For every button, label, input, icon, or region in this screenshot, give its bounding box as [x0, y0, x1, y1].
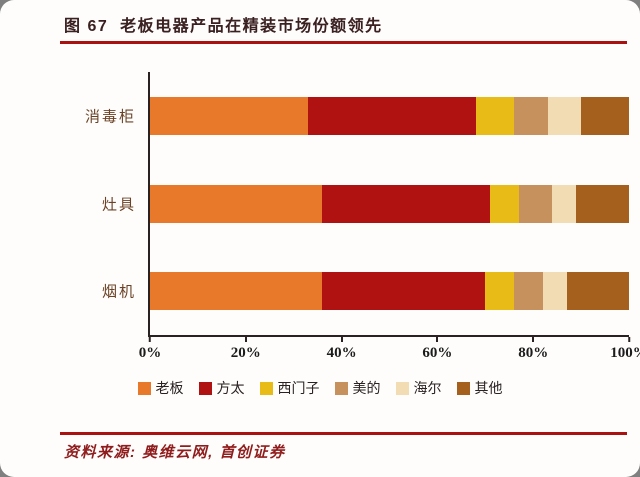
- legend-swatch: [456, 381, 470, 395]
- bar-segment: [518, 184, 553, 223]
- legend-item: 方太: [198, 378, 245, 398]
- x-tick-label: 80%: [518, 345, 549, 361]
- legend-swatch: [334, 381, 348, 395]
- bar-segment: [566, 272, 629, 311]
- bar-row: [150, 272, 629, 311]
- footer-rule: [60, 432, 627, 435]
- legend-item: 西门子: [259, 378, 320, 398]
- legend-item: 老板: [137, 378, 184, 398]
- tick-mark: [628, 337, 630, 342]
- x-tick: 20%: [231, 337, 261, 362]
- bar-segment: [475, 96, 515, 135]
- x-tick: 80%: [518, 337, 548, 362]
- x-tick-label: 100%: [610, 345, 640, 361]
- legend-label: 其他: [474, 380, 503, 396]
- x-tick-label: 60%: [422, 345, 453, 361]
- legend-label: 老板: [155, 380, 184, 396]
- legend-label: 方太: [216, 380, 245, 396]
- legend-label: 海尔: [413, 380, 442, 396]
- tick-mark: [244, 337, 247, 342]
- x-tick-label: 20%: [230, 345, 261, 361]
- legend-item: 其他: [456, 378, 503, 398]
- x-tick: 60%: [422, 337, 452, 362]
- y-axis-label: 消毒柜: [84, 108, 136, 126]
- bar-row: [150, 96, 629, 135]
- x-tick: 0%: [138, 337, 162, 362]
- tick-mark: [532, 337, 535, 342]
- bar-segment: [308, 96, 476, 135]
- x-tick: 40%: [327, 337, 357, 362]
- bar-segment: [485, 272, 515, 311]
- bar-segment: [490, 184, 519, 223]
- legend-swatch: [198, 381, 212, 395]
- bar-segment: [514, 272, 543, 311]
- bar-segment: [576, 184, 629, 223]
- bar-segment: [552, 184, 577, 223]
- x-tick: 100%: [610, 337, 640, 362]
- bar-segment: [322, 184, 491, 223]
- tick-mark: [340, 337, 343, 342]
- bar-segment: [150, 184, 323, 223]
- legend-swatch: [137, 381, 151, 395]
- title-rule: [60, 41, 627, 44]
- y-axis-label: 灶具: [101, 196, 136, 213]
- legend-label: 西门子: [277, 380, 320, 396]
- x-axis-ticks: 0% 20% 40% 60% 80% 100%: [139, 335, 640, 365]
- figure-title: 图 67 老板电器产品在精装市场份额领先: [64, 18, 383, 35]
- x-tick-label: 40%: [326, 345, 357, 361]
- legend-label: 美的: [352, 380, 381, 396]
- x-tick-label: 0%: [138, 345, 162, 361]
- tick-mark: [436, 337, 439, 342]
- y-axis-label: 烟机: [101, 283, 136, 301]
- bar-segment: [322, 272, 486, 311]
- bar-segment: [581, 96, 629, 135]
- bar-segment: [150, 96, 309, 135]
- source-note: 资料来源: 奥维云网, 首创证券: [64, 444, 286, 461]
- bar-row: [150, 184, 629, 223]
- bar-segment: [542, 272, 567, 311]
- legend-swatch: [395, 381, 409, 395]
- tick-mark: [149, 337, 151, 342]
- legend: 老板 方太 西门子 美的 海尔 其他: [0, 378, 640, 398]
- bar-segment: [547, 96, 582, 135]
- legend-item: 美的: [334, 378, 381, 398]
- legend-swatch: [259, 381, 273, 395]
- bar-segment: [514, 96, 548, 135]
- legend-item: 海尔: [395, 378, 442, 398]
- bar-segment: [150, 272, 323, 311]
